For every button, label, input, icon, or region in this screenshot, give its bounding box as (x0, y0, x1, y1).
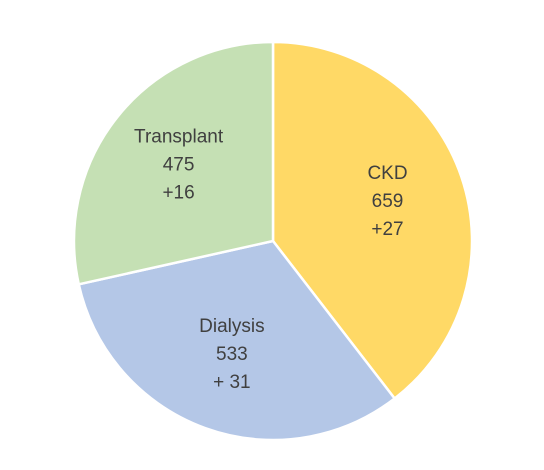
pie-labels: CKD 659 +27 Dialysis 533 + 31 Transplant 475 +16 (134, 126, 408, 392)
label-change: + 31 (213, 372, 251, 393)
label-category: Dialysis (199, 316, 264, 337)
slice-label-transplant: Transplant 475 +16 (134, 126, 224, 203)
label-change: +27 (371, 219, 403, 240)
label-value: 533 (216, 344, 248, 365)
label-value: 475 (163, 154, 195, 175)
slice-label-ckd: CKD 659 +27 (367, 163, 407, 240)
pie-slices (72, 40, 474, 442)
slice-label-dialysis: Dialysis 533 + 31 (199, 316, 264, 393)
label-category: CKD (367, 163, 407, 184)
label-value: 659 (372, 191, 404, 212)
label-category: Transplant (134, 126, 224, 147)
pie-slice-ckd (271, 40, 474, 400)
pie-slice-transplant (72, 40, 275, 286)
label-change: +16 (162, 182, 194, 203)
pie-slice-dialysis (77, 239, 396, 442)
